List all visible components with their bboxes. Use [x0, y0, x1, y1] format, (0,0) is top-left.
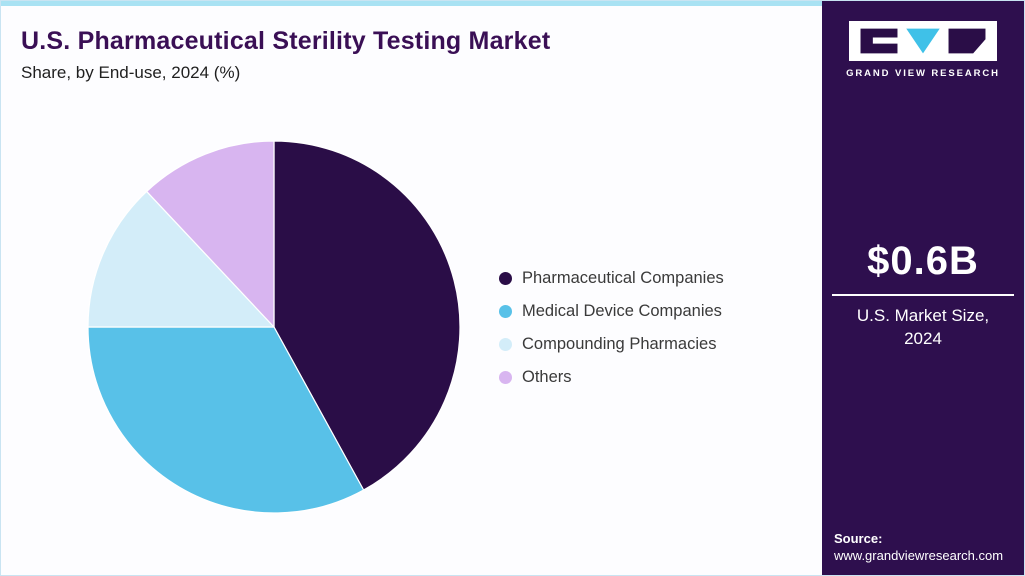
- legend: Pharmaceutical Companies Medical Device C…: [499, 269, 724, 387]
- legend-label: Medical Device Companies: [522, 302, 722, 320]
- pie-chart: [86, 139, 462, 515]
- market-size-value: $0.6B: [867, 239, 979, 283]
- market-size-block: $0.6B U.S. Market Size, 2024: [822, 239, 1024, 351]
- page-title: U.S. Pharmaceutical Sterility Testing Ma…: [21, 27, 551, 55]
- brand-name: GRAND VIEW RESEARCH: [846, 68, 1000, 79]
- legend-dot: [499, 338, 512, 351]
- legend-dot: [499, 371, 512, 384]
- gvr-logo-glyphs: [860, 28, 986, 54]
- market-size-label-line2: 2024: [904, 328, 942, 348]
- chart-area: U.S. Pharmaceutical Sterility Testing Ma…: [1, 1, 824, 575]
- legend-item: Medical Device Companies: [499, 302, 724, 321]
- legend-item: Pharmaceutical Companies: [499, 269, 724, 288]
- source-block: Source: www.grandviewresearch.com: [834, 531, 1003, 563]
- legend-item: Others: [499, 368, 724, 387]
- market-size-label-line1: U.S. Market Size,: [856, 306, 990, 325]
- legend-label: Pharmaceutical Companies: [522, 269, 724, 287]
- pie-slice: [87, 326, 365, 514]
- top-accent-bar: [1, 1, 824, 6]
- source-label: Source:: [834, 531, 883, 546]
- page-subtitle: Share, by End-use, 2024 (%): [21, 63, 241, 82]
- brand-logo-block: GRAND VIEW RESEARCH: [822, 21, 1024, 79]
- legend-item: Compounding Pharmacies: [499, 335, 724, 354]
- gvr-logo-icon: [849, 21, 997, 61]
- legend-dot: [499, 305, 512, 318]
- legend-label: Compounding Pharmacies: [522, 335, 717, 353]
- source-url: www.grandviewresearch.com: [834, 548, 1004, 563]
- market-size-divider: [832, 294, 1014, 296]
- pie-slice: [273, 140, 461, 491]
- sidebar: GRAND VIEW RESEARCH $0.6B U.S. Market Si…: [822, 1, 1024, 575]
- pie-chart-svg: [87, 140, 461, 514]
- legend-label: Others: [522, 368, 572, 386]
- market-size-label: U.S. Market Size, 2024: [822, 305, 1024, 351]
- pie-slice: [87, 190, 275, 328]
- legend-dot: [499, 272, 512, 285]
- pie-slice: [146, 140, 275, 328]
